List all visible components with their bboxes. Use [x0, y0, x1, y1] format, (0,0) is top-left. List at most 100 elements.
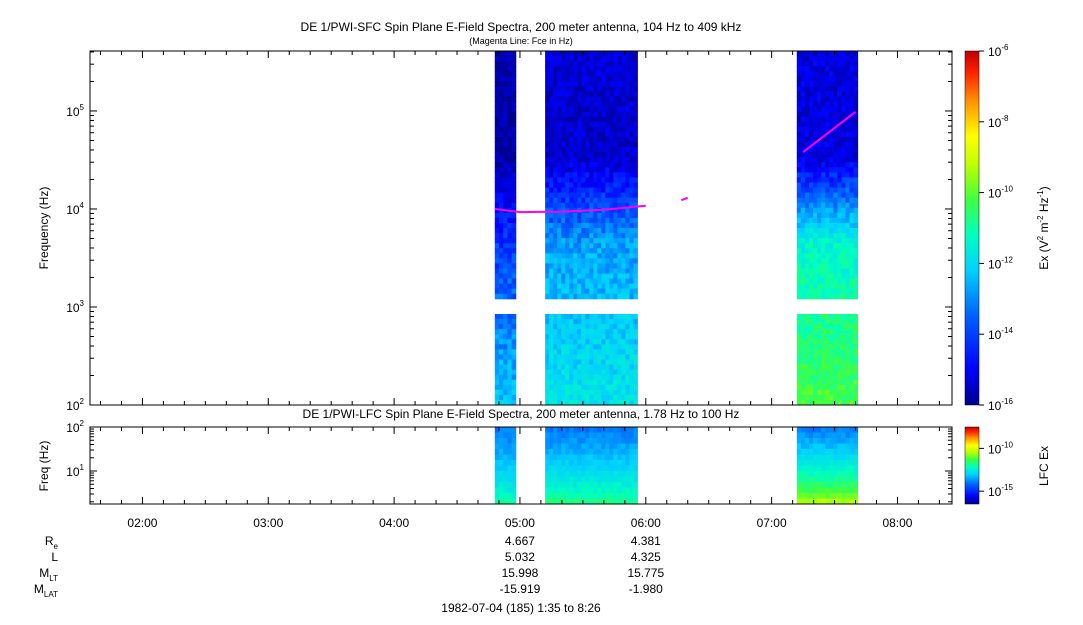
- sfc-cell: [601, 258, 606, 264]
- sfc-cell: [573, 136, 578, 143]
- sfc-cell: [845, 147, 851, 153]
- sfc-cell: [498, 374, 504, 381]
- sfc-cell: [629, 71, 634, 77]
- sfc-cell: [845, 253, 851, 259]
- lfc-cell: [573, 471, 578, 477]
- lfc-cell: [601, 443, 606, 450]
- sfc-cell: [507, 248, 513, 254]
- lfc-cell: [613, 471, 618, 477]
- sfc-cell: [613, 167, 618, 173]
- sfc-cell: [804, 76, 810, 82]
- sfc-cell: [557, 283, 562, 290]
- sfc-cell: [808, 399, 814, 406]
- sfc-cell: [800, 334, 806, 340]
- lfc-cell: [557, 471, 562, 477]
- sfc-cell: [589, 258, 594, 264]
- sfc-cell: [845, 324, 851, 330]
- sfc-cell: [498, 177, 504, 183]
- sfc-cell: [804, 217, 810, 224]
- sfc-cell: [613, 61, 618, 67]
- lfc-cell: [845, 443, 851, 450]
- sfc-cell: [581, 86, 586, 92]
- sfc-cell: [841, 116, 846, 123]
- sfc-cell: [613, 51, 618, 57]
- sfc-cell: [503, 126, 508, 133]
- sfc-cell: [577, 222, 582, 229]
- sfc-cell: [841, 359, 846, 366]
- sfc-cell: [849, 263, 855, 269]
- sfc-cell: [545, 319, 550, 325]
- sfc-cell: [633, 212, 638, 219]
- sfc-cell: [573, 121, 578, 128]
- sfc-cell: [573, 344, 578, 350]
- sfc-cell: [817, 349, 822, 355]
- sfc-cell: [621, 293, 626, 300]
- sfc-cell: [845, 51, 851, 57]
- sfc-cell: [849, 157, 855, 163]
- sfc-cell: [796, 121, 802, 128]
- sfc-cell: [569, 268, 574, 275]
- sfc-cell: [629, 192, 634, 199]
- sfc-cell: [545, 394, 550, 401]
- sfc-cell: [829, 364, 834, 371]
- sfc-cell: [817, 182, 822, 189]
- sfc-cell: [617, 71, 622, 77]
- sfc-cell: [573, 369, 578, 376]
- sfc-cell: [800, 339, 806, 345]
- lfc-cell: [593, 427, 598, 433]
- sfc-cell: [609, 202, 614, 209]
- sfc-cell: [613, 96, 618, 103]
- sfc-cell: [589, 222, 594, 229]
- sfc-cell: [837, 101, 842, 108]
- sfc-cell: [569, 293, 574, 300]
- sfc-cell: [609, 71, 614, 77]
- sfc-cell: [800, 278, 806, 285]
- sfc-cell: [565, 263, 570, 269]
- sfc-cell: [565, 334, 570, 340]
- sfc-cell: [581, 162, 586, 168]
- sfc-cell: [545, 313, 550, 320]
- sfc-cell: [796, 364, 802, 371]
- sfc-cell: [853, 278, 859, 285]
- sfc-cell: [565, 379, 570, 386]
- sfc-cell: [549, 177, 554, 183]
- sfc-cell: [494, 273, 500, 280]
- sfc-cell: [597, 369, 602, 376]
- sfc-cell: [569, 228, 574, 234]
- sfc-cell: [796, 293, 802, 300]
- sfc-cell: [503, 313, 508, 320]
- sfc-cell: [549, 394, 554, 401]
- sfc-cell: [841, 142, 846, 148]
- sfc-cell: [561, 66, 566, 72]
- x-tick-label: 08:00: [882, 516, 912, 530]
- sfc-cell: [613, 111, 618, 118]
- sfc-cell: [849, 187, 855, 194]
- sfc-cell: [617, 96, 622, 103]
- sfc-cell: [498, 364, 504, 371]
- sfc-cell: [800, 142, 806, 148]
- sfc-cell: [503, 116, 508, 123]
- sfc-cell: [593, 172, 598, 178]
- sfc-cell: [593, 131, 598, 138]
- sfc-cell: [511, 399, 517, 406]
- lfc-cell: [577, 438, 582, 444]
- lfc-cell: [553, 449, 558, 455]
- sfc-cell: [569, 147, 574, 153]
- sfc-cell: [597, 197, 602, 204]
- sfc-cell: [613, 349, 618, 355]
- sfc-cell: [569, 182, 574, 189]
- sfc-cell: [503, 172, 508, 178]
- sfc-cell: [573, 212, 578, 219]
- lfc-cell: [817, 454, 822, 461]
- lfc-cell: [817, 465, 822, 472]
- sfc-cell: [593, 187, 598, 194]
- lfc-plot-frame: [89, 426, 953, 505]
- sfc-cell: [549, 263, 554, 269]
- sfc-cell: [837, 217, 842, 224]
- lfc-spectrogram: [494, 427, 859, 505]
- sfc-cell: [825, 172, 830, 178]
- sfc-cell: [601, 212, 606, 219]
- sfc-cell: [593, 233, 598, 239]
- sfc-cell: [593, 238, 598, 244]
- lfc-cell: [808, 460, 814, 466]
